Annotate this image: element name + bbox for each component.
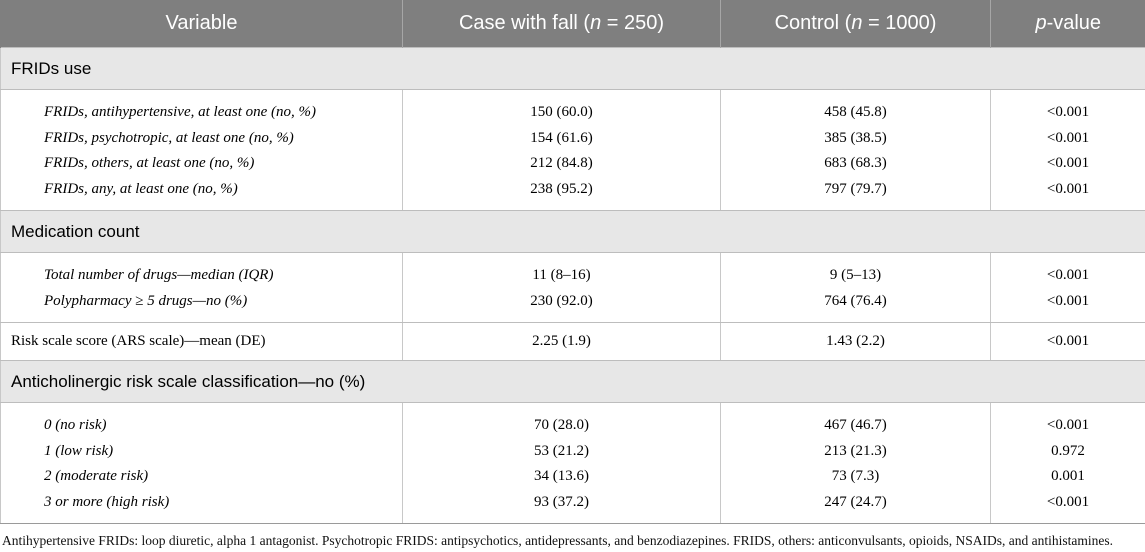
table-row: FRIDs, any, at least one (no, %) 238 (95…: [1, 177, 1145, 211]
case-cell: 70 (28.0): [403, 403, 721, 439]
table-row: 0 (no risk) 70 (28.0) 467 (46.7) <0.001: [1, 403, 1145, 439]
section-row: Anticholinergic risk scale classificatio…: [1, 361, 1145, 403]
p-value-cell: <0.001: [991, 90, 1145, 126]
control-cell: 247 (24.7): [721, 490, 991, 524]
control-cell: 683 (68.3): [721, 151, 991, 177]
section-title: Anticholinergic risk scale classificatio…: [1, 361, 1145, 403]
variable-cell: FRIDs, psychotropic, at least one (no, %…: [1, 126, 403, 152]
table-row: Risk scale score (ARS scale)—mean (DE) 2…: [1, 323, 1145, 361]
section-title: Medication count: [1, 211, 1145, 253]
p-value-cell: <0.001: [991, 126, 1145, 152]
control-cell: 764 (76.4): [721, 289, 991, 323]
results-table: Variable Case with fall (n = 250) Contro…: [0, 0, 1145, 524]
control-cell: 73 (7.3): [721, 464, 991, 490]
header-case: Case with fall (n = 250): [403, 0, 721, 48]
p-value-cell: 0.001: [991, 464, 1145, 490]
case-cell: 34 (13.6): [403, 464, 721, 490]
p-value-cell: <0.001: [991, 323, 1145, 361]
table-row: 3 or more (high risk) 93 (37.2) 247 (24.…: [1, 490, 1145, 524]
variable-cell: FRIDs, any, at least one (no, %): [1, 177, 403, 211]
control-cell: 1.43 (2.2): [721, 323, 991, 361]
table-row: FRIDs, psychotropic, at least one (no, %…: [1, 126, 1145, 152]
p-value-cell: <0.001: [991, 289, 1145, 323]
case-cell: 230 (92.0): [403, 289, 721, 323]
case-cell: 150 (60.0): [403, 90, 721, 126]
table-row: Polypharmacy ≥ 5 drugs—no (%) 230 (92.0)…: [1, 289, 1145, 323]
case-cell: 2.25 (1.9): [403, 323, 721, 361]
p-value-cell: <0.001: [991, 253, 1145, 289]
p-value-cell: <0.001: [991, 151, 1145, 177]
variable-cell: Total number of drugs—median (IQR): [1, 253, 403, 289]
table-row: 2 (moderate risk) 34 (13.6) 73 (7.3) 0.0…: [1, 464, 1145, 490]
variable-cell: 1 (low risk): [1, 439, 403, 465]
case-cell: 154 (61.6): [403, 126, 721, 152]
control-cell: 458 (45.8): [721, 90, 991, 126]
case-cell: 238 (95.2): [403, 177, 721, 211]
variable-cell: FRIDs, antihypertensive, at least one (n…: [1, 90, 403, 126]
table-row: FRIDs, others, at least one (no, %) 212 …: [1, 151, 1145, 177]
section-row: Medication count: [1, 211, 1145, 253]
variable-cell: Risk scale score (ARS scale)—mean (DE): [1, 323, 403, 361]
variable-cell: FRIDs, others, at least one (no, %): [1, 151, 403, 177]
header-p-value: p-value: [991, 0, 1145, 48]
control-cell: 467 (46.7): [721, 403, 991, 439]
control-cell: 797 (79.7): [721, 177, 991, 211]
variable-cell: 3 or more (high risk): [1, 490, 403, 524]
header-control: Control (n = 1000): [721, 0, 991, 48]
control-cell: 213 (21.3): [721, 439, 991, 465]
p-value-cell: 0.972: [991, 439, 1145, 465]
p-value-cell: <0.001: [991, 177, 1145, 211]
case-cell: 93 (37.2): [403, 490, 721, 524]
variable-cell: Polypharmacy ≥ 5 drugs—no (%): [1, 289, 403, 323]
table-footnote: Antihypertensive FRIDs: loop diuretic, a…: [2, 530, 1142, 552]
header-variable: Variable: [1, 0, 403, 48]
p-value-cell: <0.001: [991, 403, 1145, 439]
p-value-cell: <0.001: [991, 490, 1145, 524]
table-row: FRIDs, antihypertensive, at least one (n…: [1, 90, 1145, 126]
section-row: FRIDs use: [1, 48, 1145, 90]
case-cell: 11 (8–16): [403, 253, 721, 289]
table-row: 1 (low risk) 53 (21.2) 213 (21.3) 0.972: [1, 439, 1145, 465]
variable-cell: 0 (no risk): [1, 403, 403, 439]
case-cell: 212 (84.8): [403, 151, 721, 177]
control-cell: 385 (38.5): [721, 126, 991, 152]
header-row: Variable Case with fall (n = 250) Contro…: [1, 0, 1145, 48]
variable-cell: 2 (moderate risk): [1, 464, 403, 490]
control-cell: 9 (5–13): [721, 253, 991, 289]
table-row: Total number of drugs—median (IQR) 11 (8…: [1, 253, 1145, 289]
section-title: FRIDs use: [1, 48, 1145, 90]
case-cell: 53 (21.2): [403, 439, 721, 465]
